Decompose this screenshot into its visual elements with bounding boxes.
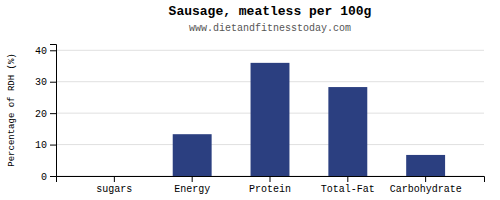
y-tick-mark	[50, 145, 56, 146]
x-tick-mark	[425, 176, 426, 182]
y-tick: 0	[41, 172, 56, 183]
y-tick: 40	[35, 46, 56, 57]
y-axis: 0 10 20 30 40	[35, 45, 57, 183]
x-axis-line	[57, 177, 485, 183]
y-tick-label: 10	[35, 140, 47, 151]
y-tick: 30	[35, 77, 56, 88]
bar	[328, 87, 367, 176]
x-tick: Total-Fat	[321, 176, 375, 195]
x-tick-label: Energy	[174, 184, 210, 195]
y-axis-line	[50, 45, 57, 177]
subtitle: www.dietandfitnesstoday.com	[189, 23, 351, 34]
y-tick-mark	[50, 176, 56, 177]
plot-area: 0 10 20 30 40 sugars Energy Protein Total-Fat Car…	[35, 45, 485, 196]
y-tick-label: 40	[35, 46, 47, 57]
x-tick-mark	[347, 176, 348, 182]
bar	[95, 176, 134, 177]
x-tick: Protein	[249, 176, 291, 195]
x-tick-label: Carbohydrate	[390, 184, 462, 195]
grid-line	[56, 50, 484, 51]
bar	[251, 63, 290, 176]
x-tick-mark	[192, 176, 193, 182]
y-axis-title: Percentage of RDH (%)	[7, 53, 17, 166]
x-tick: Carbohydrate	[390, 176, 462, 195]
x-tick: sugars	[96, 176, 132, 195]
grid	[56, 50, 484, 176]
bar	[173, 134, 212, 176]
x-tick-label: Protein	[249, 184, 291, 195]
x-tick-mark	[270, 176, 271, 182]
title: Sausage, meatless per 100g	[169, 4, 372, 19]
y-tick-mark	[50, 82, 56, 83]
x-tick: Energy	[174, 176, 210, 195]
y-tick-label: 0	[41, 172, 47, 183]
y-tick-label: 20	[35, 109, 47, 120]
y-tick-label: 30	[35, 77, 47, 88]
x-tick-label: sugars	[96, 184, 132, 195]
bar	[406, 155, 445, 176]
y-tick: 20	[35, 109, 56, 120]
chart: Sausage, meatless per 100g www.dietandfit…	[0, 0, 500, 200]
x-axis: sugars Energy Protein Total-Fat Carbohydrate	[57, 176, 485, 195]
y-tick: 10	[35, 140, 56, 151]
x-tick-mark	[114, 176, 115, 182]
y-tick-mark	[50, 50, 56, 51]
x-tick-label: Total-Fat	[321, 184, 375, 195]
bars	[173, 63, 445, 176]
y-tick-mark	[50, 113, 56, 114]
